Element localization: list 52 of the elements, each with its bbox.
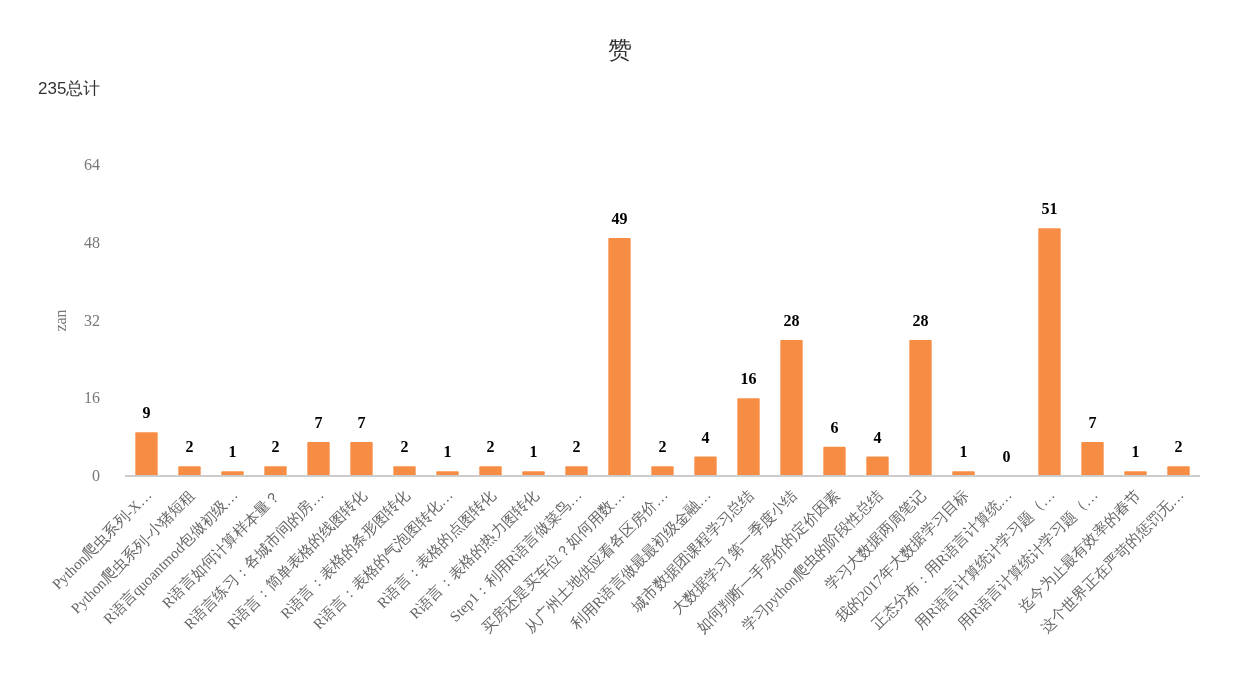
- data-label: 9: [142, 404, 151, 422]
- data-label: 7: [1088, 413, 1097, 431]
- y-tick-label: 0: [92, 467, 100, 484]
- data-label: 16: [740, 370, 757, 388]
- bar: [135, 432, 158, 476]
- bar: [1167, 466, 1190, 476]
- data-label: 1: [959, 443, 968, 461]
- bar: [823, 446, 846, 476]
- data-label: 28: [783, 311, 800, 329]
- data-label: 4: [701, 428, 710, 446]
- bar: [1038, 228, 1061, 476]
- data-label: 2: [271, 438, 280, 456]
- bar: [350, 441, 373, 476]
- y-tick-label: 16: [84, 389, 100, 407]
- bar: [780, 339, 803, 476]
- bar: [608, 237, 631, 476]
- data-label: 7: [357, 413, 366, 431]
- bar: [737, 398, 760, 476]
- data-label: 0: [1002, 448, 1011, 465]
- y-axis-title: zan: [52, 309, 69, 332]
- bar: [307, 441, 330, 476]
- bar: [909, 339, 932, 476]
- data-label: 49: [611, 209, 628, 227]
- bar: [178, 466, 201, 476]
- bar: [264, 466, 287, 476]
- data-label: 7: [314, 413, 323, 431]
- y-tick-label: 32: [84, 311, 100, 329]
- bar: [694, 456, 717, 476]
- data-label: 1: [529, 443, 538, 461]
- data-label: 1: [443, 443, 452, 461]
- data-label: 2: [572, 438, 581, 456]
- data-label: 1: [1131, 443, 1140, 461]
- data-label: 2: [400, 438, 409, 456]
- data-label: 2: [658, 438, 667, 456]
- data-label: 51: [1041, 200, 1058, 218]
- data-label: 6: [830, 418, 839, 436]
- data-label: 4: [873, 428, 882, 446]
- data-label: 2: [486, 438, 495, 456]
- data-label: 1: [228, 443, 237, 461]
- chart-title: 赞: [608, 36, 632, 63]
- bar: [1081, 441, 1104, 476]
- bar: [393, 466, 416, 476]
- chart-subtitle: 235总计: [38, 79, 101, 98]
- data-label: 2: [1174, 438, 1183, 456]
- data-label: 28: [912, 311, 929, 329]
- bar: [866, 456, 889, 476]
- bar: [651, 466, 674, 476]
- y-tick-label: 48: [84, 233, 100, 251]
- data-label: 2: [185, 438, 194, 456]
- bar: [565, 466, 588, 476]
- bar: [479, 466, 502, 476]
- y-tick-label: 64: [84, 156, 100, 173]
